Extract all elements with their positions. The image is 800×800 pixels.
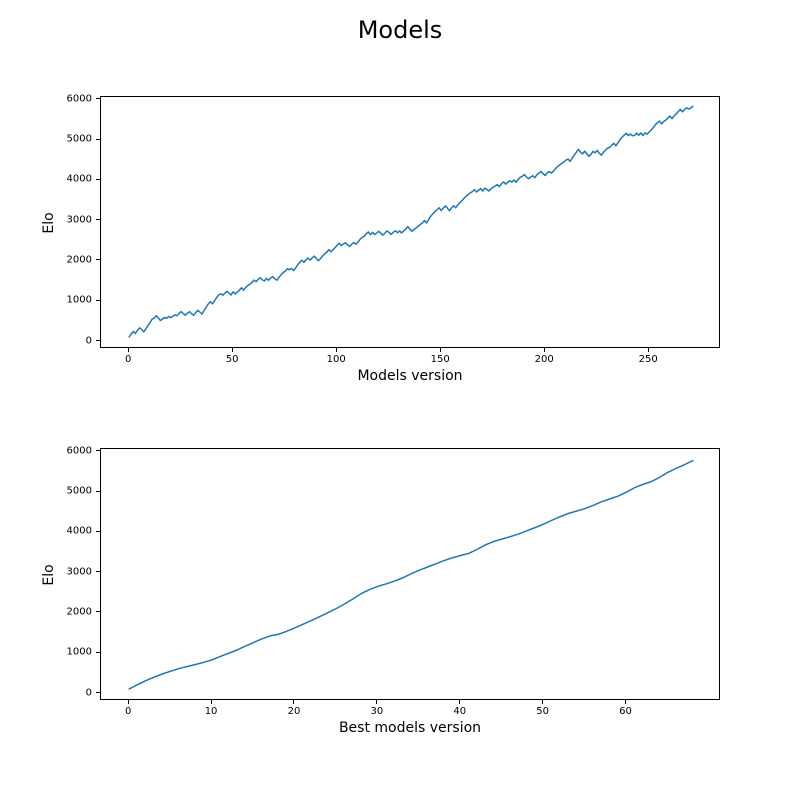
line-series — [101, 449, 721, 701]
y-tick-label: 5000 — [64, 486, 92, 497]
y-tick-mark — [96, 259, 100, 260]
y-tick-label: 3000 — [64, 214, 92, 225]
y-tick-mark — [96, 611, 100, 612]
x-tick-mark — [376, 700, 377, 704]
chart-panel-top — [100, 96, 720, 348]
y-tick-label: 6000 — [64, 93, 92, 104]
line-series — [101, 97, 721, 349]
y-tick-mark — [96, 692, 100, 693]
x-tick-mark — [128, 700, 129, 704]
y-tick-mark — [96, 571, 100, 572]
x-tick-mark — [544, 348, 545, 352]
y-tick-mark — [96, 300, 100, 301]
x-tick-label: 150 — [431, 354, 450, 365]
y-tick-label: 6000 — [64, 445, 92, 456]
x-tick-mark — [128, 348, 129, 352]
x-tick-label: 60 — [619, 706, 632, 717]
x-tick-label: 10 — [205, 706, 218, 717]
x-tick-mark — [648, 348, 649, 352]
x-tick-label: 0 — [125, 706, 131, 717]
y-tick-label: 1000 — [64, 295, 92, 306]
x-tick-mark — [211, 700, 212, 704]
y-tick-label: 4000 — [64, 174, 92, 185]
x-tick-label: 0 — [125, 354, 131, 365]
y-tick-mark — [96, 340, 100, 341]
y-tick-mark — [96, 139, 100, 140]
y-tick-label: 5000 — [64, 134, 92, 145]
x-tick-mark — [440, 348, 441, 352]
x-tick-mark — [459, 700, 460, 704]
y-tick-mark — [96, 179, 100, 180]
y-tick-mark — [96, 219, 100, 220]
y-tick-mark — [96, 531, 100, 532]
y-tick-label: 4000 — [64, 526, 92, 537]
x-tick-mark — [336, 348, 337, 352]
chart-panel-bottom — [100, 448, 720, 700]
y-tick-mark — [96, 98, 100, 99]
x-axis-label: Best models version — [100, 720, 720, 736]
x-tick-label: 200 — [535, 354, 554, 365]
y-tick-label: 0 — [64, 687, 92, 698]
x-tick-label: 100 — [327, 354, 346, 365]
x-tick-label: 250 — [639, 354, 658, 365]
y-tick-mark — [96, 652, 100, 653]
y-tick-mark — [96, 491, 100, 492]
x-axis-label: Models version — [100, 368, 720, 384]
x-tick-label: 30 — [370, 706, 383, 717]
x-tick-label: 20 — [288, 706, 301, 717]
x-tick-mark — [625, 700, 626, 704]
y-tick-label: 3000 — [64, 566, 92, 577]
x-tick-mark — [232, 348, 233, 352]
y-tick-label: 1000 — [64, 647, 92, 658]
x-tick-mark — [542, 700, 543, 704]
y-tick-mark — [96, 450, 100, 451]
x-tick-label: 50 — [226, 354, 239, 365]
x-tick-label: 40 — [453, 706, 466, 717]
y-axis-label: Elo — [41, 97, 57, 349]
x-tick-mark — [293, 700, 294, 704]
x-tick-label: 50 — [536, 706, 549, 717]
figure-suptitle: Models — [0, 16, 800, 44]
y-tick-label: 0 — [64, 335, 92, 346]
y-tick-label: 2000 — [64, 254, 92, 265]
y-axis-label: Elo — [41, 449, 57, 701]
y-tick-label: 2000 — [64, 606, 92, 617]
